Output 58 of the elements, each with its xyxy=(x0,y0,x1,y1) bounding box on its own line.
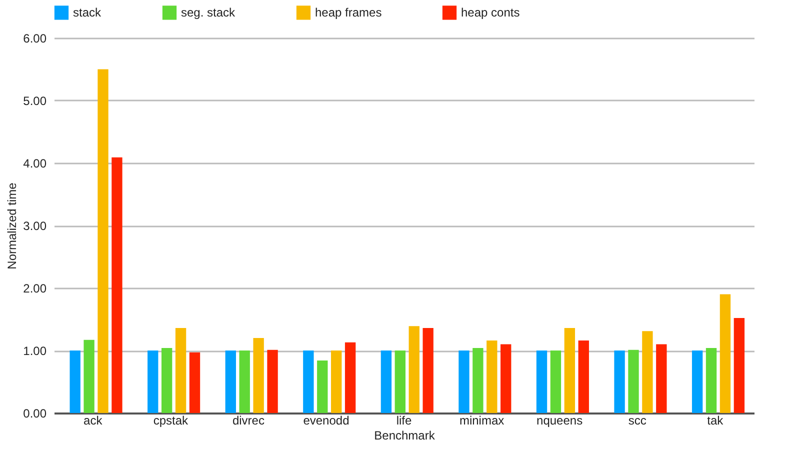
bar xyxy=(239,350,250,413)
x-tick-label: ack xyxy=(84,414,104,428)
bar xyxy=(578,340,589,413)
bar xyxy=(70,350,80,413)
bar xyxy=(394,350,406,413)
x-tick-label: evenodd xyxy=(303,414,350,428)
legend-label: heap conts xyxy=(461,6,520,20)
bar xyxy=(734,318,745,413)
bar xyxy=(692,350,703,413)
bar xyxy=(148,350,158,413)
legend-label: seg. stack xyxy=(181,6,236,20)
bar xyxy=(536,350,548,413)
bar xyxy=(84,340,94,413)
y-tick-label: 1.00 xyxy=(23,344,47,358)
bar xyxy=(720,294,731,413)
bar xyxy=(189,352,200,413)
bar xyxy=(331,350,342,413)
bar xyxy=(303,350,314,413)
y-tick-label: 5.00 xyxy=(23,94,47,108)
legend-label: stack xyxy=(73,6,102,20)
y-tick-label: 4.00 xyxy=(23,156,47,170)
x-axis-title: Benchmark xyxy=(374,428,436,442)
bar xyxy=(564,328,576,413)
bar xyxy=(267,350,278,413)
bar xyxy=(98,69,108,413)
bar xyxy=(642,331,653,413)
bar xyxy=(344,342,356,413)
bar xyxy=(486,340,498,413)
bar xyxy=(112,157,122,413)
y-tick-label: 0.00 xyxy=(23,406,47,420)
x-tick-label: cpstak xyxy=(153,414,190,428)
bar xyxy=(317,360,328,413)
bar xyxy=(656,344,667,413)
bar xyxy=(225,350,236,413)
bar xyxy=(161,348,172,413)
y-tick-label: 3.00 xyxy=(23,219,47,233)
x-tick-label: nqueens xyxy=(536,414,583,428)
bar xyxy=(253,338,264,413)
bar xyxy=(422,328,434,413)
bar xyxy=(408,326,420,413)
bar xyxy=(550,350,562,413)
bar xyxy=(458,350,470,413)
y-tick-label: 2.00 xyxy=(23,282,47,296)
bar xyxy=(380,350,392,413)
bar xyxy=(472,348,484,413)
x-tick-label: life xyxy=(396,414,412,428)
bar xyxy=(175,328,186,413)
y-tick-label: 6.00 xyxy=(23,32,47,46)
x-tick-label: divrec xyxy=(232,414,264,428)
x-tick-label: minimax xyxy=(459,414,504,428)
legend-label: heap frames xyxy=(315,6,382,20)
bar xyxy=(706,348,717,413)
x-tick-label: tak xyxy=(707,414,724,428)
bar xyxy=(628,350,639,413)
bar xyxy=(500,344,512,413)
bar xyxy=(614,350,625,413)
x-tick-label: scc xyxy=(628,414,646,428)
y-axis-title: Normalized time xyxy=(5,182,20,270)
